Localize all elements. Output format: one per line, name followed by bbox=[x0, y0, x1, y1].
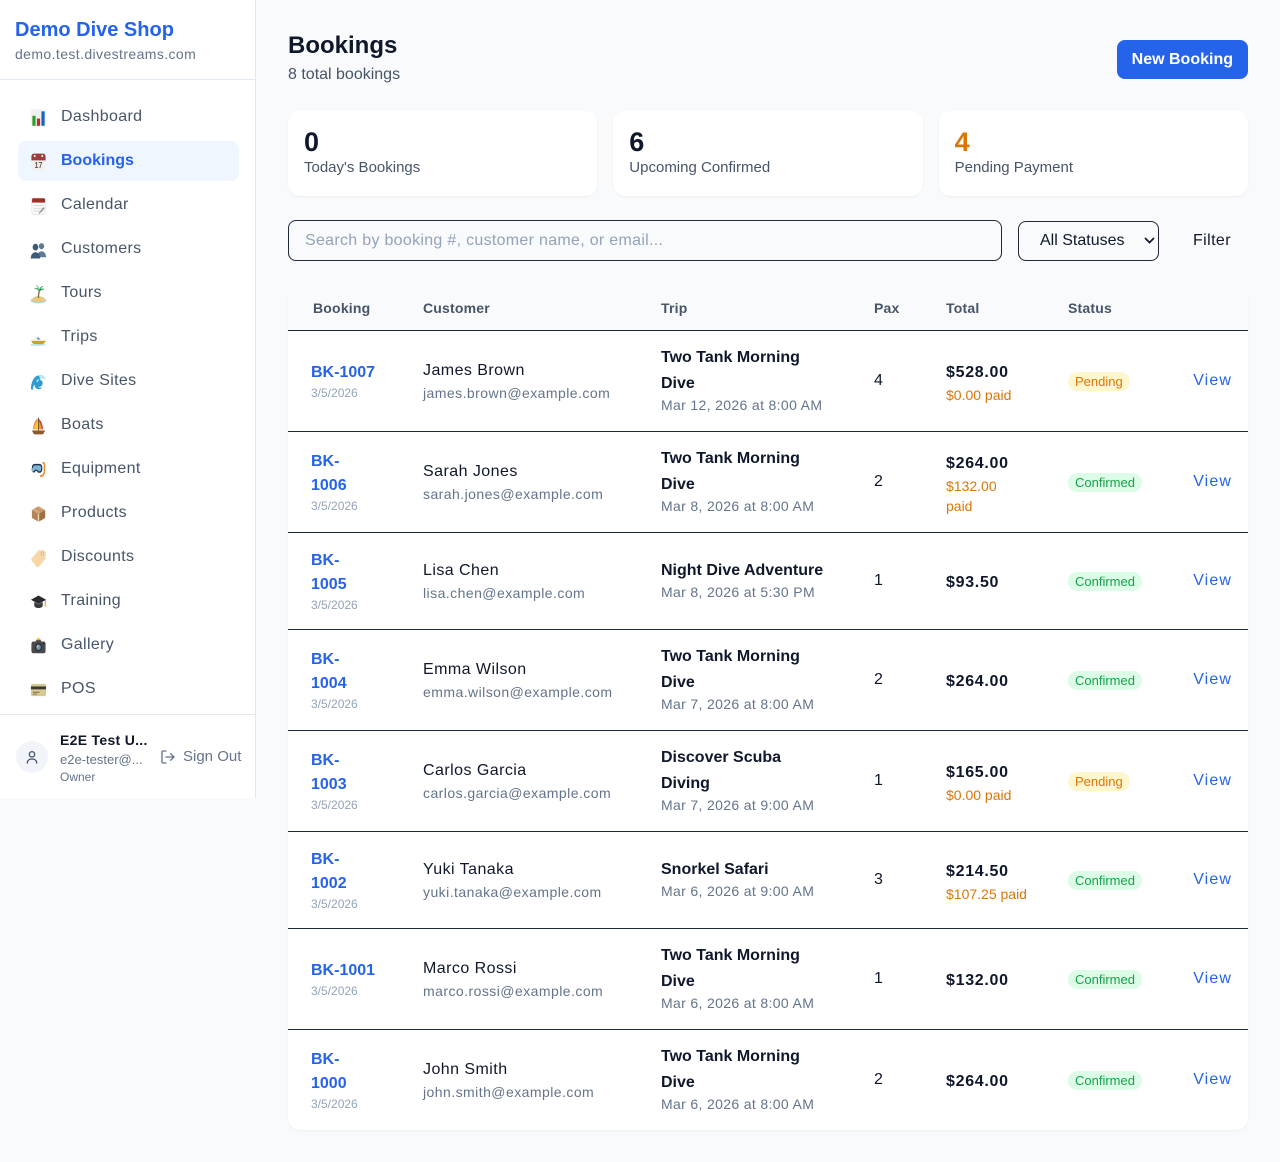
svg-text:17: 17 bbox=[35, 160, 43, 170]
